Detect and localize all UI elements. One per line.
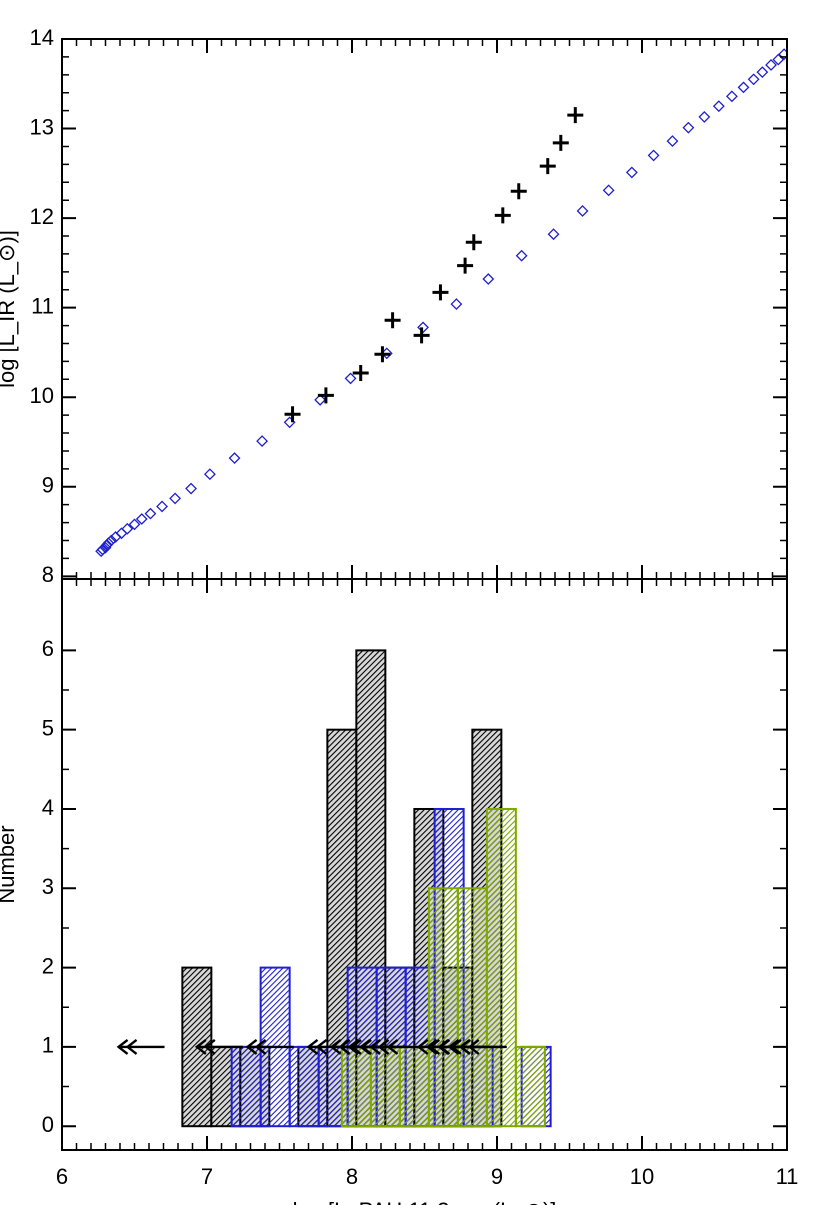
- y-tick-label: 10: [30, 383, 54, 408]
- upper-limit-arrow: [458, 1038, 507, 1055]
- x-tick-label: 7: [201, 1164, 213, 1189]
- plot-area: [95, 48, 787, 558]
- y-axis-label: log [L_IR (L_⊙)]: [0, 230, 19, 388]
- y-tick-label: 9: [42, 473, 54, 498]
- y-tick-label: 8: [42, 562, 54, 587]
- plus-point: [317, 387, 334, 404]
- y-tick-label: 1: [42, 1033, 54, 1058]
- diamond-point: [450, 298, 463, 310]
- histogram-bar: [369, 1045, 401, 1128]
- diamond-point: [515, 249, 528, 262]
- x-tick-label: 11: [776, 1164, 799, 1189]
- diamond-point: [228, 452, 241, 465]
- diamond-point: [344, 372, 357, 385]
- diamond-point: [772, 53, 785, 66]
- histogram-bar: [427, 887, 459, 1128]
- x-tick-label: 8: [346, 1164, 358, 1189]
- plus-point: [457, 257, 474, 274]
- diamond-point: [682, 121, 695, 134]
- diamond-point: [203, 468, 216, 481]
- x-tick-label: 9: [491, 1164, 503, 1189]
- diamond-point: [121, 522, 134, 535]
- y-tick-label: 6: [42, 636, 54, 661]
- diamond-point: [737, 81, 750, 94]
- diamond-point: [647, 149, 660, 162]
- histogram-bar: [398, 1045, 430, 1128]
- upper-limit-arrow: [116, 1038, 165, 1055]
- y-tick-label: 5: [42, 715, 54, 740]
- x-tick-label: 6: [56, 1164, 68, 1189]
- diamond-point: [185, 482, 197, 495]
- y-tick-label: 14: [30, 25, 54, 50]
- diamond-point: [698, 110, 711, 123]
- y-tick-label: 2: [42, 953, 54, 978]
- diamond-point: [314, 393, 327, 406]
- plus-point: [284, 406, 301, 423]
- diamond-point: [547, 228, 560, 241]
- plus-point: [552, 134, 569, 151]
- histogram-bar: [340, 1045, 372, 1128]
- diamond-point: [135, 513, 148, 525]
- diamond-point: [725, 90, 738, 103]
- y-axis-label: Number: [0, 825, 19, 903]
- plus-point: [465, 234, 482, 251]
- diamond-point: [169, 492, 182, 505]
- diamond-point: [602, 184, 615, 197]
- plus-point: [413, 327, 430, 344]
- diamond-point: [765, 59, 777, 71]
- diamond-point: [105, 534, 118, 547]
- histogram-bar: [456, 887, 488, 1128]
- histogram-bar: [485, 807, 517, 1128]
- diamond-point: [256, 435, 269, 448]
- y-tick-label: 0: [42, 1112, 54, 1137]
- diamond-point: [666, 135, 679, 148]
- diamond-point: [128, 518, 141, 531]
- plus-point: [374, 346, 391, 363]
- diamond-point: [576, 205, 589, 217]
- diamond-point: [102, 537, 115, 550]
- y-tick-label: 3: [42, 874, 54, 899]
- diamond-point: [96, 543, 109, 556]
- histogram-bar: [514, 1045, 546, 1128]
- plot-area: [116, 649, 552, 1128]
- plus-point: [494, 207, 511, 224]
- diamond-point: [778, 48, 787, 61]
- y-tick-label: 4: [42, 795, 54, 820]
- upper-limit-arrow: [194, 1038, 243, 1055]
- panel: 8 9 10 11 12 13 14 log [L_IR (L_⊙)]: [0, 25, 788, 587]
- plus-point: [352, 365, 369, 382]
- plus-point: [432, 284, 449, 301]
- plus-point: [539, 158, 556, 175]
- diamond-point: [482, 273, 495, 285]
- plus-point: [384, 312, 401, 329]
- x-axis-label: log [L_PAH 11.3 μm (L_⊙)]: [293, 1198, 557, 1205]
- diamond-point: [625, 166, 638, 179]
- diamond-point: [144, 507, 157, 520]
- upper-limit-arrow: [245, 1038, 294, 1055]
- diamond-point: [712, 100, 725, 113]
- y-tick-label: 11: [31, 293, 54, 318]
- diamond-point: [747, 73, 760, 86]
- y-tick-label: 12: [30, 204, 54, 229]
- plus-point: [510, 183, 527, 200]
- plus-point: [567, 107, 584, 124]
- panel: 6 7 8 9 10 11 0 1 2 3 4 5 6 Number log [L_PAH 11.3 μm …: [0, 578, 799, 1205]
- histogram-bar: [230, 1045, 262, 1128]
- x-tick-label: 10: [630, 1164, 654, 1189]
- diamond-point: [756, 66, 769, 79]
- diamond-point: [156, 500, 168, 513]
- histogram-bar: [288, 1045, 320, 1128]
- y-tick-label: 13: [30, 114, 54, 139]
